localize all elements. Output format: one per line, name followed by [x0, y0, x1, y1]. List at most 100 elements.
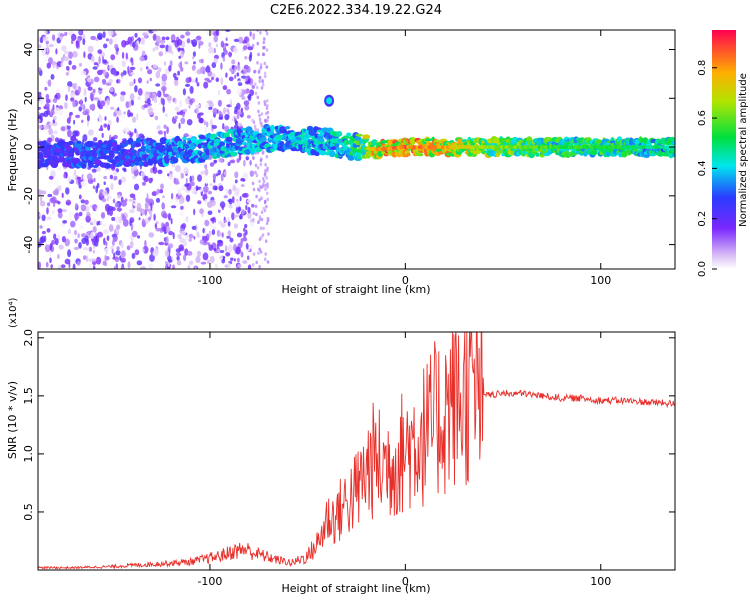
noise-speckle [133, 183, 140, 191]
noise-speckle [70, 135, 77, 142]
noise-speckle [167, 173, 170, 177]
noise-speckle [121, 40, 127, 48]
noise-speckle [162, 87, 165, 96]
noise-speckle [141, 50, 146, 56]
noise-speckle [257, 101, 261, 105]
noise-speckle [207, 79, 212, 83]
noise-speckle [145, 91, 151, 96]
noise-speckle [185, 31, 191, 36]
x-tick-label: -100 [197, 274, 222, 287]
spectral-blob [318, 138, 325, 143]
noise-speckle [60, 56, 64, 64]
noise-speckle [197, 113, 201, 119]
noise-speckle [139, 56, 145, 62]
noise-speckle [236, 158, 240, 164]
noise-speckle [52, 98, 58, 103]
noise-speckle [198, 43, 201, 49]
noise-speckle [199, 208, 205, 215]
noise-speckle [233, 124, 239, 130]
noise-speckle [236, 102, 241, 110]
noise-speckle [247, 206, 251, 214]
noise-speckle [109, 58, 112, 66]
noise-speckle [247, 264, 252, 269]
noise-speckle [68, 210, 73, 216]
noise-speckle [104, 116, 107, 121]
noise-speckle [117, 38, 123, 44]
noise-speckle [228, 204, 233, 209]
noise-speckle [257, 52, 260, 57]
noise-speckle [225, 252, 231, 257]
noise-speckle [189, 85, 194, 94]
noise-speckle [225, 37, 228, 41]
noise-speckle [161, 36, 166, 41]
noise-speckle [156, 188, 160, 195]
noise-speckle [108, 78, 113, 84]
noise-speckle [64, 102, 68, 109]
noise-speckle [204, 168, 209, 176]
noise-speckle [120, 72, 124, 77]
spectral-blob [279, 141, 285, 147]
noise-speckle [57, 208, 63, 213]
noise-speckle [129, 112, 134, 117]
noise-speckle [46, 216, 52, 220]
noise-speckle [39, 97, 45, 105]
noise-speckle [57, 254, 60, 259]
noise-speckle [193, 208, 196, 216]
spectral-blob [38, 147, 41, 151]
noise-speckle [213, 47, 216, 54]
noise-speckle [51, 196, 57, 203]
colorbar-gradient [712, 30, 736, 269]
noise-speckle [245, 156, 249, 161]
noise-speckle [244, 80, 251, 85]
y-tick-label: 2.0 [22, 329, 35, 347]
noise-speckle [115, 250, 121, 256]
noise-speckle [68, 60, 72, 66]
noise-speckle [49, 250, 52, 256]
noise-speckle [216, 249, 221, 253]
noise-speckle [246, 115, 251, 119]
noise-speckle [254, 163, 258, 168]
noise-speckle [166, 95, 172, 102]
noise-speckle [213, 35, 219, 43]
noise-speckle [262, 150, 265, 154]
noise-speckle [52, 209, 55, 215]
noise-speckle [152, 64, 158, 69]
noise-speckle [80, 199, 86, 204]
noise-speckle [209, 183, 214, 187]
noise-speckle [136, 235, 141, 239]
noise-speckle [104, 254, 107, 262]
noise-speckle [160, 183, 164, 190]
noise-speckle [148, 208, 151, 215]
noise-speckle [98, 116, 104, 123]
noise-speckle [187, 250, 193, 256]
noise-speckle [48, 175, 54, 180]
noise-speckle [209, 162, 215, 167]
spectral-blob [69, 151, 75, 158]
noise-speckle [259, 30, 262, 35]
noise-speckle [168, 243, 174, 249]
noise-speckle [264, 162, 267, 167]
noise-speckle [45, 261, 49, 268]
noise-speckle [208, 230, 212, 237]
noise-speckle [78, 106, 83, 112]
spectral-blob [225, 136, 233, 143]
y-tick-label: 40 [22, 43, 35, 57]
noise-speckle [180, 34, 185, 39]
noise-speckle [124, 127, 130, 133]
noise-speckle [231, 65, 235, 69]
noise-speckle [64, 31, 68, 36]
noise-speckle [217, 99, 222, 107]
noise-speckle [118, 179, 122, 186]
noise-speckle [38, 261, 41, 269]
spectral-blob [262, 136, 267, 143]
spectral-blob [171, 151, 177, 156]
noise-speckle [59, 108, 63, 116]
noise-speckle [52, 34, 56, 41]
noise-speckle [241, 75, 247, 79]
noise-speckle [74, 229, 77, 236]
spectral-blob [334, 137, 340, 144]
noise-speckle [174, 181, 180, 185]
noise-speckle [93, 97, 99, 101]
noise-speckle [251, 181, 255, 186]
noise-speckle [49, 110, 53, 116]
